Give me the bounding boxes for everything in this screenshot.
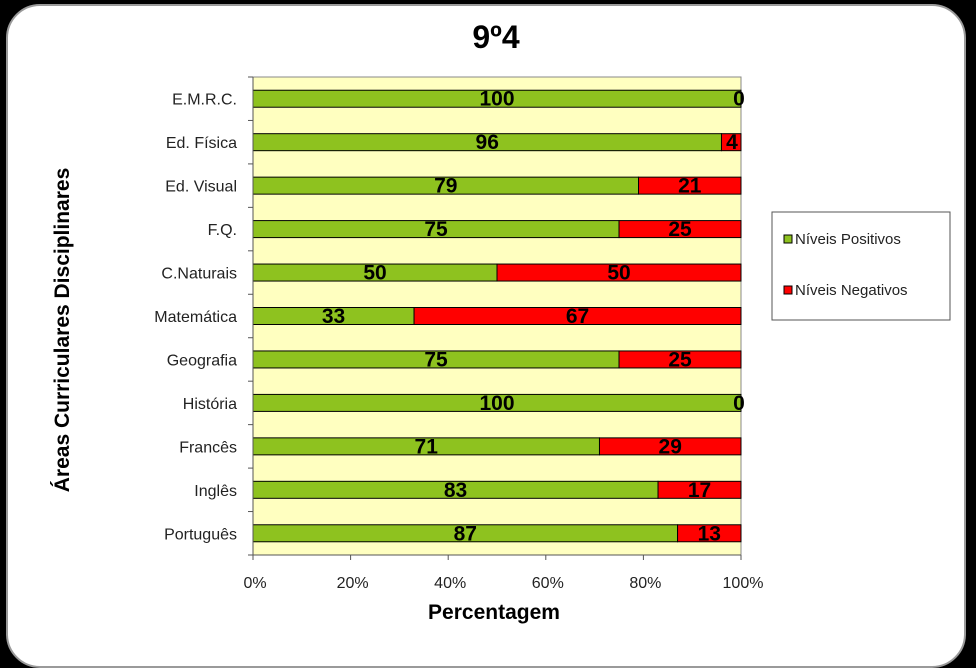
chart-title: 9º4 <box>472 19 519 55</box>
data-label: 33 <box>322 305 345 328</box>
bar-negative <box>618 220 742 239</box>
bar-negative <box>677 524 742 543</box>
data-label: 50 <box>607 262 630 285</box>
bar-negative <box>618 350 742 369</box>
bar-negative <box>496 263 742 282</box>
data-label: 75 <box>424 218 448 241</box>
x-axis: 0% 20% 40% 60% 80% 100% <box>243 554 764 592</box>
bars-group: 100 0 96 4 79 21 75 25 50 50 33 67 75 25 100 0 71 29 83 17 8… <box>252 88 745 545</box>
x-tick-label: 40% <box>434 575 466 592</box>
y-tick-label: Francês <box>179 439 237 456</box>
data-label: 71 <box>415 435 439 458</box>
x-axis-title: Percentagem <box>428 601 560 624</box>
data-label: 100 <box>479 88 514 111</box>
chart: 9º4 100 0 96 4 79 21 75 25 50 50 33 67 75 25 100 0 71 29 8… <box>51 19 951 624</box>
x-tick-label: 0% <box>243 575 266 592</box>
data-label: 67 <box>566 305 589 328</box>
bar-negative <box>413 307 742 325</box>
legend-box <box>771 211 951 321</box>
y-tick-label: C.Naturais <box>161 266 237 283</box>
legend-label: Níveis Positivos <box>795 231 901 248</box>
data-label: 4 <box>726 131 738 154</box>
bar-negative <box>657 480 742 499</box>
data-label: 83 <box>444 479 467 502</box>
data-label: 96 <box>476 131 499 154</box>
data-label: 50 <box>363 262 386 285</box>
bar-negative <box>598 437 742 456</box>
data-label: 21 <box>678 175 702 198</box>
data-label: 87 <box>454 522 477 545</box>
data-label: 75 <box>424 348 448 371</box>
legend-swatch <box>783 285 793 295</box>
data-label: 29 <box>659 435 682 458</box>
y-tick-label: Matemática <box>154 309 237 326</box>
y-tick-label: Geografia <box>167 352 237 369</box>
x-tick-label: 20% <box>337 575 369 592</box>
y-tick-label: Ed. Visual <box>165 179 237 196</box>
data-label: 25 <box>668 348 692 371</box>
data-label: 79 <box>434 175 457 198</box>
legend: Níveis Positivos Níveis Negativos <box>771 211 951 321</box>
y-tick-label: Português <box>164 526 237 543</box>
x-tick-label: 80% <box>629 575 661 592</box>
x-tick-label: 60% <box>532 575 564 592</box>
y-axis: E.M.R.C. Ed. Física Ed. Visual F.Q. C.Natura… <box>154 76 254 556</box>
legend-swatch <box>783 234 793 244</box>
data-label: 25 <box>668 218 692 241</box>
legend-label: Níveis Negativos <box>795 282 908 299</box>
data-label: 17 <box>688 479 711 502</box>
data-label: 0 <box>733 392 745 415</box>
data-label: 0 <box>733 88 745 111</box>
y-tick-label: História <box>183 396 237 413</box>
data-label: 100 <box>479 392 514 415</box>
data-label: 13 <box>698 522 721 545</box>
y-tick-label: Ed. Física <box>166 135 237 152</box>
y-tick-label: E.M.R.C. <box>172 92 237 109</box>
y-axis-title: Áreas Curriculares Disciplinares <box>51 168 74 493</box>
y-tick-label: Inglês <box>194 483 237 500</box>
bar-negative <box>720 133 742 152</box>
x-tick-label: 100% <box>723 575 764 592</box>
bar-negative <box>638 176 742 195</box>
y-tick-label: F.Q. <box>208 222 237 239</box>
